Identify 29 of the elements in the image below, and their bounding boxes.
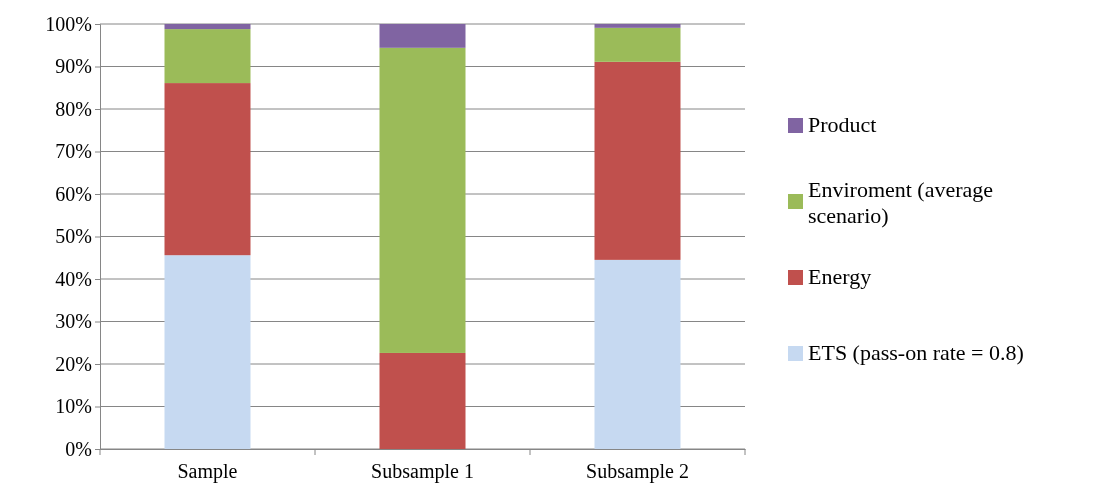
y-tick-label: 40% xyxy=(55,267,92,290)
y-tick-label: 100% xyxy=(45,12,92,35)
bar xyxy=(379,47,466,353)
bar xyxy=(594,27,681,62)
bar xyxy=(379,24,466,48)
legend-label: ETS (pass-on rate = 0.8) xyxy=(808,340,1024,365)
y-tick-label: 30% xyxy=(55,310,92,333)
bar xyxy=(594,24,681,28)
x-tick-label: Subsample 2 xyxy=(586,460,689,483)
bar xyxy=(594,61,681,260)
y-tick-label: 0% xyxy=(65,437,92,460)
bar xyxy=(164,24,251,30)
bar xyxy=(164,255,251,449)
legend-label: Enviroment (average scenario) xyxy=(808,177,994,229)
y-tick-label: 70% xyxy=(55,140,92,163)
y-tick-label: 90% xyxy=(55,55,92,78)
bar xyxy=(164,83,251,256)
bar xyxy=(379,352,466,449)
bar xyxy=(594,259,681,449)
legend-label: Energy xyxy=(808,264,872,289)
x-tick-label: Sample xyxy=(177,460,238,483)
legend-label: Product xyxy=(808,112,877,137)
x-tick-label: Subsample 1 xyxy=(371,460,474,483)
y-tick-label: 10% xyxy=(55,395,92,418)
y-tick-label: 50% xyxy=(55,225,92,248)
bar xyxy=(164,29,251,84)
y-tick-label: 80% xyxy=(55,97,92,120)
y-tick-label: 60% xyxy=(55,182,92,205)
y-tick-label: 20% xyxy=(55,352,92,375)
